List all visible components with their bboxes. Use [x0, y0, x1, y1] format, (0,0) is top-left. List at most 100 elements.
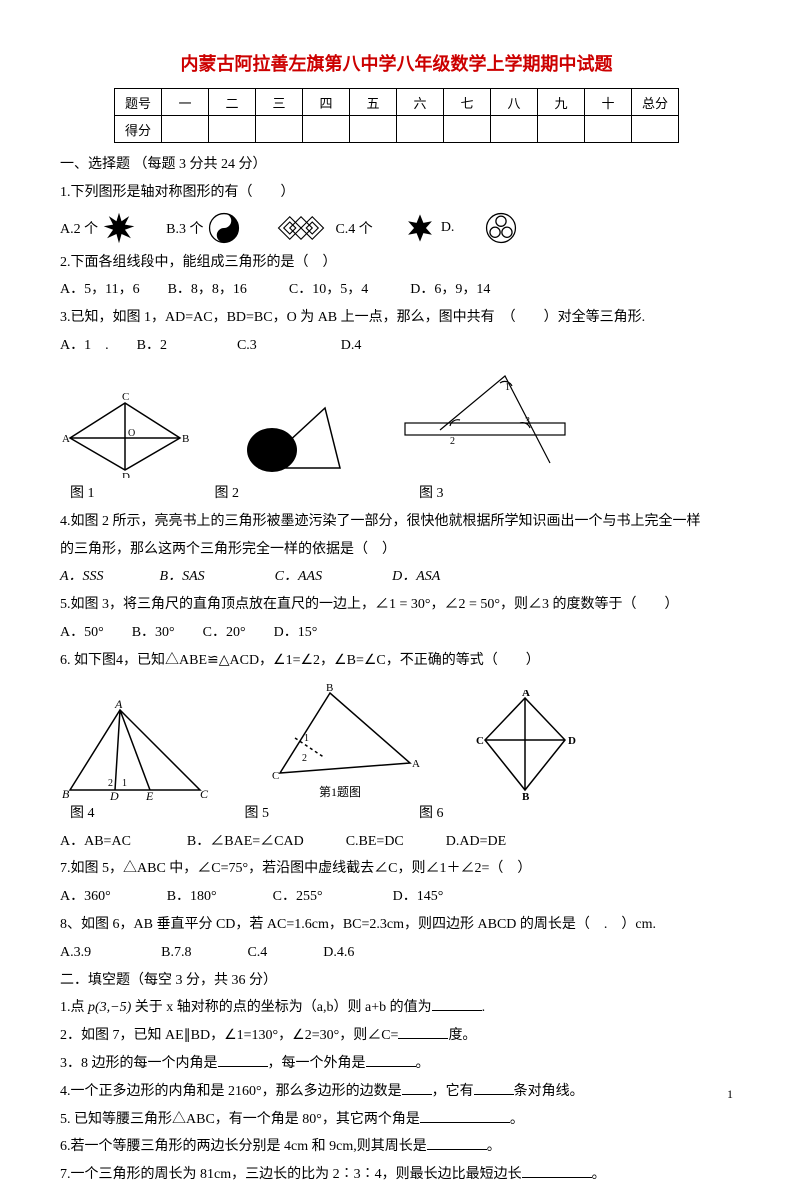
svg-text:2: 2 [108, 778, 113, 789]
cell [350, 116, 397, 143]
fq1-math: p(3,−5) [88, 1000, 131, 1015]
star-flower-icon [403, 211, 437, 245]
fq7b: 。 [592, 1167, 606, 1182]
figures-row-1: A B C D O 1 3 2 [60, 368, 733, 478]
blank [420, 1108, 510, 1123]
maple-leaf-icon [102, 211, 136, 245]
th-8: 八 [491, 89, 538, 116]
svg-text:C: C [476, 735, 484, 747]
q7-opts: A．360° B．180° C．255° D．145° [60, 885, 733, 909]
svg-text:A: A [412, 758, 420, 770]
q6-opts: A．AB=AC B．∠BAE=∠CAD C.BE=DC D.AD=DE [60, 830, 733, 854]
fq7a: 7.一个三角形的周长为 81cm，三边长的比为 2∶3∶4，则最长边比最短边长 [60, 1167, 522, 1182]
figure-1-icon: A B C D O [60, 388, 190, 478]
svg-text:D: D [109, 789, 119, 800]
fig5-caption: 第1题图 [260, 783, 420, 800]
figure-3-icon: 1 3 2 [400, 368, 570, 478]
th-1: 一 [162, 89, 209, 116]
svg-text:C: C [200, 787, 209, 800]
blank [218, 1052, 268, 1067]
section-2-header: 二．填空题（每空 3 分，共 36 分） [60, 969, 733, 993]
fq6b: 。 [487, 1139, 501, 1154]
svg-text:1: 1 [505, 382, 510, 393]
cell [491, 116, 538, 143]
q3-text: 3.已知，如图 1，AD=AC，BD=BC，O 为 AB 上一点，那么，图中共有… [60, 306, 733, 330]
fq6a: 6.若一个等腰三角形的两边长分别是 4cm 和 9cm,则其周长是 [60, 1139, 427, 1154]
cell [256, 116, 303, 143]
th-4: 四 [303, 89, 350, 116]
fq3a: 3．8 边形的每一个内角是 [60, 1056, 218, 1071]
fq2b: 度。 [448, 1028, 476, 1043]
blank [522, 1163, 592, 1178]
th-3: 三 [256, 89, 303, 116]
th-2: 二 [209, 89, 256, 116]
fq4c: 条对角线。 [514, 1084, 584, 1099]
figures-row-2: A B D E C 2 1 B C A 1 2 第1题图 A C D B [60, 683, 733, 800]
q4-text-a: 4.如图 2 所示，亮亮书上的三角形被墨迹污染了一部分，很快他就根据所学知识画出… [60, 510, 733, 534]
fill-q3: 3．8 边形的每一个内角是，每一个外角是。 [60, 1052, 733, 1076]
svg-text:B: B [62, 787, 70, 800]
q8-opts: A.3.9 B.7.8 C.4 D.4.6 [60, 941, 733, 965]
q6-text: 6. 如下图4，已知△ABE≌△ACD，∠1=∠2，∠B=∠C，不正确的等式（ … [60, 649, 733, 673]
th-5: 五 [350, 89, 397, 116]
svg-text:B: B [182, 433, 189, 445]
svg-text:1: 1 [304, 733, 309, 744]
q5-text: 5.如图 3，将三角尺的直角顶点放在直尺的一边上，∠1 = 30°，∠2 = 5… [60, 593, 733, 617]
q1-opt-d: D. [441, 220, 455, 236]
q4-text-b: 的三角形，那么这两个三角形完全一样的依据是（ ） [60, 538, 733, 562]
fill-q7: 7.一个三角形的周长为 81cm，三边长的比为 2∶3∶4，则最长边比最短边长 。 [60, 1163, 733, 1187]
svg-text:B: B [522, 791, 530, 800]
fig5-label: 图 5 [245, 802, 270, 822]
svg-text:2: 2 [450, 436, 455, 447]
fq5b: 。 [510, 1112, 524, 1127]
q1-options-row: A.2 个 B.3 个 C.4 个 D. [60, 211, 733, 245]
q1-text: 1.下列图形是轴对称图形的有（ ） [60, 181, 733, 205]
q1-opt-c: C.4 个 [335, 218, 372, 238]
cell [444, 116, 491, 143]
q4-opts: A．SSS B．SAS C．AAS D．ASA [60, 565, 733, 589]
diamond-pattern-icon [271, 213, 331, 243]
blank [432, 996, 482, 1011]
fill-q1: 1.点 p(3,−5) 关于 x 轴对称的点的坐标为（a,b）则 a+b 的值为… [60, 996, 733, 1020]
fig3-label: 图 3 [419, 482, 444, 502]
score-table: 题号 一 二 三 四 五 六 七 八 九 十 总分 得分 [114, 88, 679, 143]
fq2a: 2．如图 7，已知 AE∥BD，∠1=130°，∠2=30°，则∠C= [60, 1028, 398, 1043]
blank [427, 1135, 487, 1150]
fig1-label: 图 1 [70, 482, 95, 502]
blank [402, 1080, 432, 1095]
th-7: 七 [444, 89, 491, 116]
th-label: 题号 [115, 89, 162, 116]
th-9: 九 [538, 89, 585, 116]
section-1-header: 一、选择题 （每题 3 分共 24 分） [60, 153, 733, 177]
fq1a: 1.点 [60, 1000, 88, 1015]
cell [209, 116, 256, 143]
fq3c: 。 [416, 1056, 430, 1071]
q8-text: 8、如图 6，AB 垂直平分 CD，若 AC=1.6cm，BC=2.3cm，则四… [60, 913, 733, 937]
figure-6-icon: A C D B [470, 690, 580, 800]
cell [632, 116, 679, 143]
svg-text:A: A [114, 700, 123, 711]
fig2-label: 图 2 [215, 482, 240, 502]
svg-text:E: E [145, 789, 154, 800]
cell [538, 116, 585, 143]
cell [397, 116, 444, 143]
q3-opts: A．1 . B．2 C.3 D.4 [60, 334, 733, 358]
row2-label: 得分 [115, 116, 162, 143]
th-10: 十 [585, 89, 632, 116]
figure-4-icon: A B D E C 2 1 [60, 700, 210, 800]
q2-opts: A．5，11，6 B．8，8，16 C．10，5，4 D．6，9，14 [60, 278, 733, 302]
page-title: 内蒙古阿拉善左旗第八中学八年级数学上学期期中试题 [60, 50, 733, 76]
blank [398, 1024, 448, 1039]
cell [585, 116, 632, 143]
circles-icon [484, 211, 518, 245]
svg-text:O: O [128, 428, 135, 439]
fig6-label: 图 6 [419, 802, 444, 822]
fill-q6: 6.若一个等腰三角形的两边长分别是 4cm 和 9cm,则其周长是 。 [60, 1135, 733, 1159]
fill-q2: 2．如图 7，已知 AE∥BD，∠1=130°，∠2=30°，则∠C= 度。 [60, 1024, 733, 1048]
fq1b: 关于 x 轴对称的点的坐标为（a,b）则 a+b 的值为 [131, 1000, 431, 1015]
svg-text:1: 1 [122, 778, 127, 789]
q2-text: 2.下面各组线段中，能组成三角形的是（ ） [60, 251, 733, 275]
q7-text: 7.如图 5，△ABC 中，∠C=75°，若沿图中虚线截去∠C，则∠1＋∠2=（… [60, 857, 733, 881]
cell [162, 116, 209, 143]
svg-text:A: A [522, 690, 530, 699]
